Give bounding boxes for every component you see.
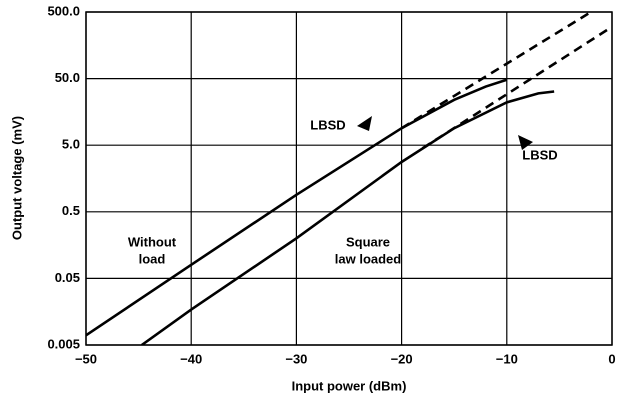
annotation: LBSD (310, 117, 345, 132)
plot-area (86, 12, 612, 345)
line (140, 90, 555, 345)
y-tick-label: 50.0 (55, 70, 80, 85)
annotation: law loaded (335, 251, 402, 266)
x-tick-label: −20 (391, 351, 413, 366)
y-tick-label: 0.5 (62, 203, 80, 218)
line (86, 78, 508, 337)
x-axis-label: Input power (dBm) (292, 378, 407, 393)
dashed-line (400, 12, 592, 130)
plot-frame (85, 11, 613, 346)
annotation: LBSD (522, 147, 557, 162)
x-tick-label: −10 (496, 351, 518, 366)
annotation: Without (128, 234, 177, 249)
x-tick-label: −40 (180, 351, 202, 366)
annotation: Square (346, 234, 390, 249)
y-tick-label: 0.005 (47, 336, 80, 351)
y-axis-label: Output voltage (mV) (9, 116, 24, 240)
y-tick-label: 5.0 (62, 137, 80, 152)
x-tick-label: 0 (608, 351, 615, 366)
x-tick-label: −30 (285, 351, 307, 366)
y-tick-label: 500.0 (47, 3, 80, 18)
x-tick-label: −50 (75, 351, 97, 366)
annotation-arrow (357, 116, 372, 131)
annotation-arrow (518, 135, 533, 150)
annotation: load (139, 251, 166, 266)
y-tick-label: 0.05 (55, 270, 80, 285)
dashed-line (421, 25, 612, 150)
